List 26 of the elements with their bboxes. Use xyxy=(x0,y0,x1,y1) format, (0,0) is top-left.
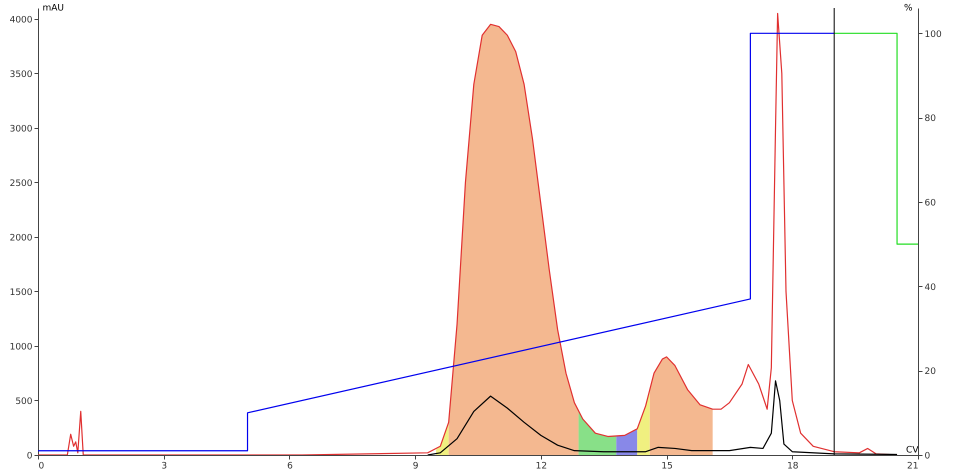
x-tick-label: 15 xyxy=(661,462,673,472)
y-tick-label: 1000 xyxy=(10,342,33,352)
y-tick-label: 3000 xyxy=(10,124,33,134)
y-tick-label: 3500 xyxy=(10,70,33,80)
y-tick-label: 2000 xyxy=(10,233,33,244)
x-tick-label: 9 xyxy=(412,462,419,472)
y2-tick-label: 40 xyxy=(924,282,936,293)
x-tick-label: 6 xyxy=(287,462,294,472)
y2-tick-label: 0 xyxy=(924,452,930,462)
y-axis-title: mAU xyxy=(42,4,64,14)
y2-tick-label: 80 xyxy=(924,114,936,124)
y-tick-label: 4000 xyxy=(10,15,33,26)
y-tick-label: 2500 xyxy=(10,178,33,189)
y-tick-label: 1500 xyxy=(10,288,33,298)
y2-axis-title: % xyxy=(904,4,913,14)
y-tick-label: 0 xyxy=(26,452,33,462)
y2-tick-label: 20 xyxy=(924,367,936,378)
x-tick-label: 3 xyxy=(161,462,168,472)
y2-tick-label: 60 xyxy=(924,198,936,208)
y2-tick-label: 100 xyxy=(924,30,942,40)
x-tick-label: 0 xyxy=(38,462,44,472)
x-axis-title: CV xyxy=(906,446,920,456)
x-tick-label: 12 xyxy=(536,462,548,472)
x-tick-label: 18 xyxy=(787,462,799,472)
y-tick-label: 500 xyxy=(15,396,33,407)
x-tick-label: 21 xyxy=(907,462,918,472)
